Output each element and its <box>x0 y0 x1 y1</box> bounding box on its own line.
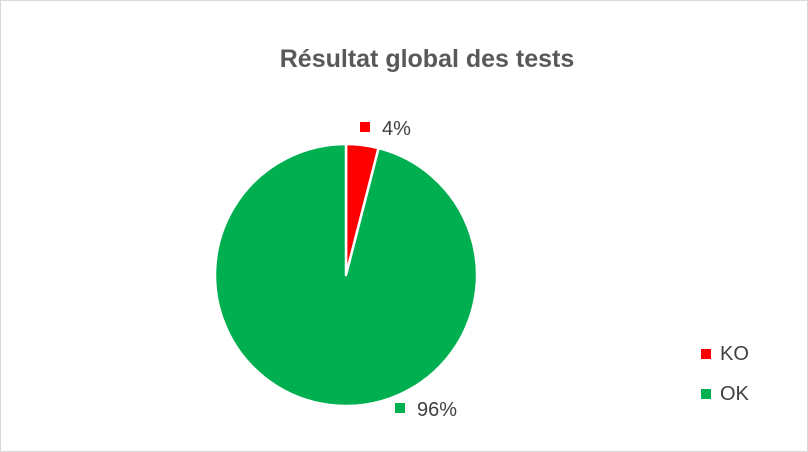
data-label-ok-text: 96% <box>417 399 457 421</box>
data-label-ko: 4% <box>360 118 411 140</box>
legend: KO OK <box>701 334 749 414</box>
data-label-ok: 96% <box>395 399 457 421</box>
legend-item-ok: OK <box>701 374 749 414</box>
chart-title: Résultat global des tests <box>279 45 575 73</box>
legend-label-ok: OK <box>720 382 749 405</box>
data-label-ok-key <box>395 403 405 413</box>
data-label-ko-key <box>360 122 370 132</box>
data-label-ko-text: 4% <box>382 118 411 140</box>
pie-slice-ok <box>213 142 479 408</box>
legend-swatch-ok <box>701 389 711 399</box>
legend-swatch-ko <box>701 349 711 359</box>
legend-label-ko: KO <box>720 342 749 365</box>
legend-item-ko: KO <box>701 334 749 374</box>
